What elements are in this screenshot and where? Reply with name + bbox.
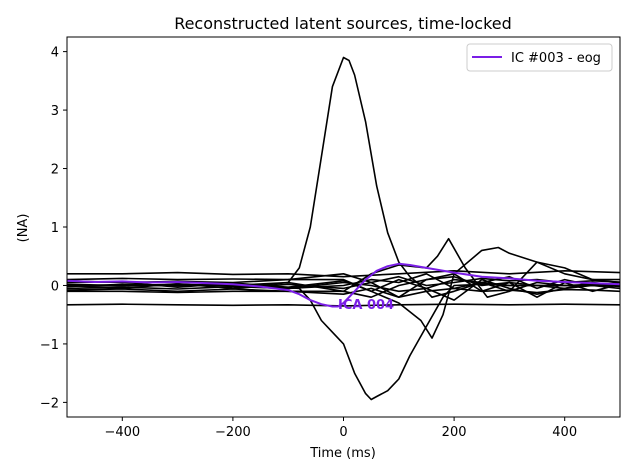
y-tick-label: 1 (51, 221, 59, 236)
axes-layer: −400 −200 0 200 400 −2 −1 0 1 2 3 4 (40, 36, 621, 440)
y-tick-label: 3 (51, 104, 59, 119)
series-layer (67, 56, 620, 401)
annotation-label: ICA 004 (338, 298, 394, 313)
series-line-1 (67, 56, 620, 298)
x-tick-label: −200 (215, 425, 251, 440)
y-tick-label: −2 (40, 396, 59, 411)
series-line-11 (67, 278, 620, 293)
x-tick-label: −400 (104, 425, 140, 440)
legend-box (466, 43, 613, 72)
y-tick-label: −1 (40, 338, 59, 353)
series-line-7 (67, 273, 620, 298)
y-axis-label: (NA) (16, 214, 31, 243)
x-tick-label: 0 (339, 425, 347, 440)
series-line-13 (67, 287, 620, 298)
y-tick-label: 0 (51, 279, 59, 294)
chart-title: Reconstructed latent sources, time-locke… (174, 14, 512, 33)
legend-entry-label: IC #003 - eog (511, 51, 601, 66)
legend: IC #003 - eog (466, 43, 613, 72)
y-tick-label: 2 (51, 163, 59, 178)
x-tick-label: 400 (552, 425, 577, 440)
series-line-ic-003 (67, 262, 620, 308)
y-tick-label: 4 (51, 46, 59, 61)
x-tick-label: 200 (442, 425, 467, 440)
series-line-3 (67, 303, 620, 307)
series-line-6 (67, 237, 620, 298)
x-axis-label: Time (ms) (309, 446, 376, 461)
